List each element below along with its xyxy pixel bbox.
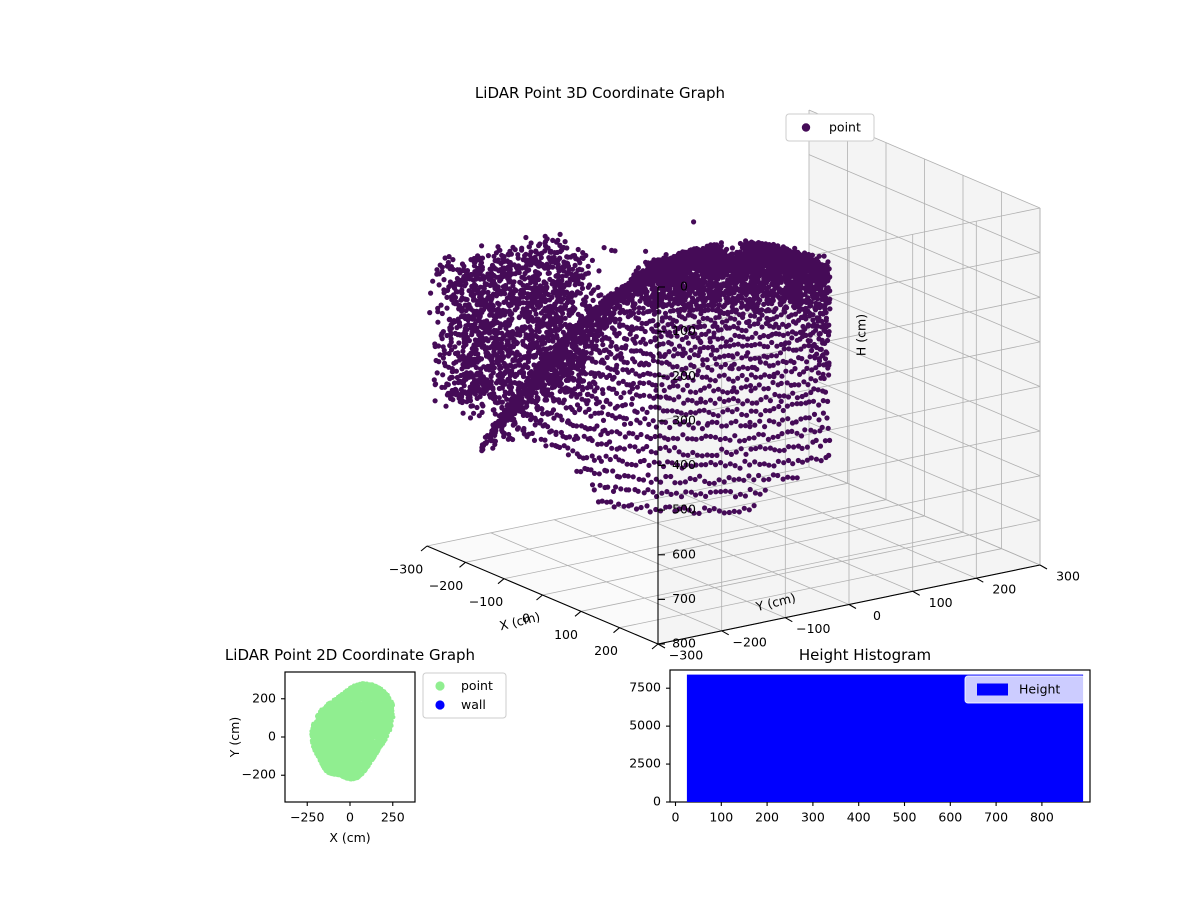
plot3d-panes (427, 110, 1040, 644)
plot3d-gridlines (426, 109, 1041, 645)
svg-text:600: 600 (938, 810, 962, 825)
svg-text:400: 400 (672, 457, 696, 472)
svg-text:100: 100 (554, 627, 578, 642)
plot2d-legend[interactable]: point wall (422, 672, 507, 719)
svg-text:−200: −200 (429, 578, 463, 593)
svg-text:−300: −300 (389, 562, 423, 577)
svg-text:0: 0 (346, 810, 354, 825)
plot3d-axes-spines (420, 286, 1048, 650)
svg-text:100: 100 (672, 323, 696, 338)
svg-text:200: 200 (594, 643, 618, 658)
svg-text:−200: −200 (733, 634, 767, 649)
svg-text:250: 250 (381, 810, 405, 825)
svg-text:300: 300 (672, 412, 696, 427)
legend-patch-Height (977, 683, 1008, 696)
plot3d-point-cloud (427, 219, 833, 516)
svg-text:500: 500 (672, 502, 696, 517)
legend-label-wall: wall (461, 697, 486, 712)
plot2d-point-cloud (309, 681, 396, 782)
svg-text:0: 0 (672, 810, 680, 825)
legend-marker-point (435, 681, 445, 691)
svg-text:0: 0 (653, 794, 661, 809)
histogram-title: Height Histogram (798, 646, 932, 664)
svg-text:0: 0 (680, 279, 688, 294)
svg-text:−200: −200 (242, 767, 276, 782)
legend-marker-point (801, 123, 811, 132)
histogram-tick-labels: 0 100 200 300 400 500 600 700 800 0 2500 5000 7500 (629, 680, 1054, 825)
svg-text:0: 0 (268, 729, 276, 744)
svg-text:H (cm): H (cm) (854, 314, 869, 356)
svg-text:−100: −100 (796, 621, 830, 636)
svg-text:7500: 7500 (629, 680, 661, 695)
svg-text:0: 0 (522, 611, 530, 626)
svg-text:5000: 5000 (629, 718, 661, 733)
svg-text:200: 200 (755, 810, 779, 825)
svg-text:0: 0 (873, 608, 881, 623)
svg-text:200: 200 (252, 690, 276, 705)
svg-text:X (cm): X (cm) (498, 609, 542, 634)
legend-label-point: point (829, 120, 861, 135)
plot2d-title: LiDAR Point 2D Coordinate Graph (224, 646, 476, 664)
svg-text:600: 600 (672, 546, 696, 561)
histogram-canvas: 0 100 200 300 400 500 600 700 800 0 2500 5000 7500 He… (629, 669, 1091, 825)
svg-text:100: 100 (929, 595, 953, 610)
plot2d-canvas: −250 0 250 200 0 −200 X (cm) Y (cm) point wall (227, 671, 507, 845)
svg-text:−100: −100 (469, 594, 503, 609)
legend-label-Height: Height (1019, 682, 1060, 697)
svg-text:100: 100 (709, 810, 733, 825)
legend-marker-wall (435, 700, 445, 710)
svg-text:200: 200 (992, 582, 1016, 597)
svg-text:400: 400 (847, 810, 871, 825)
svg-text:300: 300 (801, 810, 825, 825)
histogram-legend[interactable]: Height (964, 675, 1086, 704)
plot3d-title: LiDAR Point 3D Coordinate Graph (474, 84, 726, 102)
plot2d-ylabel: Y (cm) (227, 717, 242, 758)
svg-text:200: 200 (672, 368, 696, 383)
plot3d-legend[interactable]: point (785, 113, 875, 142)
plot2d-xlabel: X (cm) (329, 830, 370, 845)
svg-text:500: 500 (893, 810, 917, 825)
svg-text:2500: 2500 (629, 756, 661, 771)
svg-text:300: 300 (1056, 569, 1080, 584)
svg-text:800: 800 (1030, 810, 1054, 825)
plot2d-tick-labels: −250 0 250 200 0 −200 X (cm) Y (cm) (227, 690, 405, 845)
plot3d-canvas: −300 −200 −100 0 100 200 300 X (cm) −300 −200 −100… (389, 109, 1080, 661)
svg-text:800: 800 (672, 636, 696, 651)
svg-text:300: 300 (634, 660, 658, 661)
svg-text:−300: −300 (669, 648, 703, 661)
legend-label-point: point (461, 678, 493, 693)
svg-text:−250: −250 (290, 810, 324, 825)
svg-text:700: 700 (672, 591, 696, 606)
svg-text:700: 700 (984, 810, 1008, 825)
